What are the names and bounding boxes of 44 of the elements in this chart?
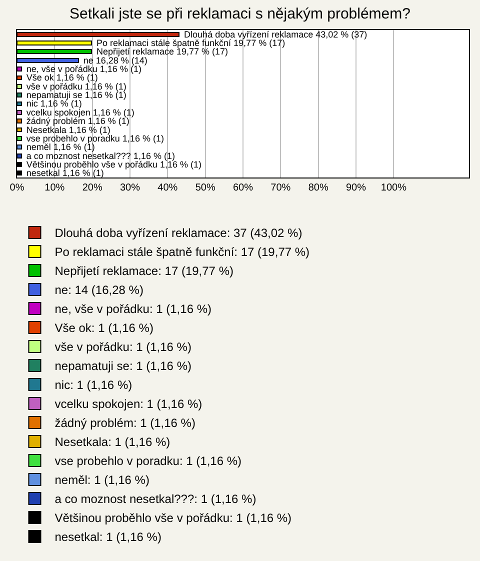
legend-label: Nesetkala: 1 (1,16 %) <box>54 435 170 450</box>
legend-label: Vše ok: 1 (1,16 %) <box>54 321 154 336</box>
data-label: Po reklamaci stále špatně funkční 19,77 % (17) <box>91 38 286 48</box>
legend-label: žádný problém: 1 (1,16 %) <box>54 416 196 430</box>
legend-label: ne, vše v pořádku: 1 (1,16 %) <box>54 302 212 316</box>
data-label: a co moznost nesetkal??? 1,16 % (1) <box>21 150 175 161</box>
data-label: Nesetkala 1,16 % (1) <box>21 124 110 135</box>
chart-title: Setkali jste se při reklamaci s nějakým problémem? <box>70 6 410 22</box>
x-tick-label: 80% <box>308 182 328 194</box>
legend-label: Dlouhá doba vyřízení reklamace: 37 (43,02 %) <box>54 226 302 240</box>
x-tick-label: 50% <box>195 182 216 194</box>
legend-label: Po reklamaci stále špatně funkční: 17 (19,77 %) <box>54 245 310 260</box>
x-tick-label: 70% <box>270 182 291 194</box>
data-label: Dlouhá doba vyřízení reklamace 43,02 % (37) <box>179 29 368 40</box>
x-tick-label: 90% <box>346 182 366 194</box>
x-tick-label: 0% <box>10 182 24 194</box>
legend-label: nepamatuji se: 1 (1,16 %) <box>54 359 192 374</box>
x-tick-label: 100% <box>380 182 407 194</box>
data-label: Vše ok 1,16 % (1) <box>21 72 98 83</box>
legend-label: vse probehlo v poradku: 1 (1,16 %) <box>54 454 242 468</box>
x-tick-label: 10% <box>44 182 65 194</box>
data-label: žádný problém 1,16 % (1) <box>21 116 130 126</box>
data-label: nesetkal 1,16 % (1) <box>21 168 104 178</box>
x-tick-label: 60% <box>232 182 254 194</box>
data-label: nic 1,16 % (1) <box>21 98 82 109</box>
data-label: Nepřijetí reklamace 19,77 % (17) <box>91 46 228 57</box>
x-tick-label: 30% <box>120 182 140 194</box>
legend-label: Nepřijetí reklamace: 17 (19,77 %) <box>54 264 234 278</box>
legend-label: a co moznost nesetkal???: 1 (1,16 %) <box>54 492 256 506</box>
data-label: vše v pořádku 1,16 % (1) <box>21 81 126 92</box>
legend-label: Většinou proběhlo vše v pořádku: 1 (1,16 %) <box>54 511 292 526</box>
data-label: vcelku spokojen 1,16 % (1) <box>21 107 134 118</box>
x-tick-label: 20% <box>82 182 102 194</box>
legend-label: vše v pořádku: 1 (1,16 %) <box>54 340 192 354</box>
legend-label: ne: 14 (16,28 %) <box>54 283 144 298</box>
data-label: nepamatuji se 1,16 % (1) <box>21 90 126 100</box>
data-label: ne, vše v pořádku 1,16 % (1) <box>21 64 142 74</box>
legend-label: nic: 1 (1,16 %) <box>54 378 132 392</box>
data-label: neměl 1,16 % (1) <box>21 142 95 152</box>
legend-label: nesetkal: 1 (1,16 %) <box>54 530 162 544</box>
legend-label: vcelku spokojen: 1 (1,16 %) <box>54 397 202 412</box>
data-label: ne 16,28 % (14) <box>78 55 148 66</box>
legend-label: neměl: 1 (1,16 %) <box>54 473 150 488</box>
x-tick-label: 40% <box>158 182 178 194</box>
